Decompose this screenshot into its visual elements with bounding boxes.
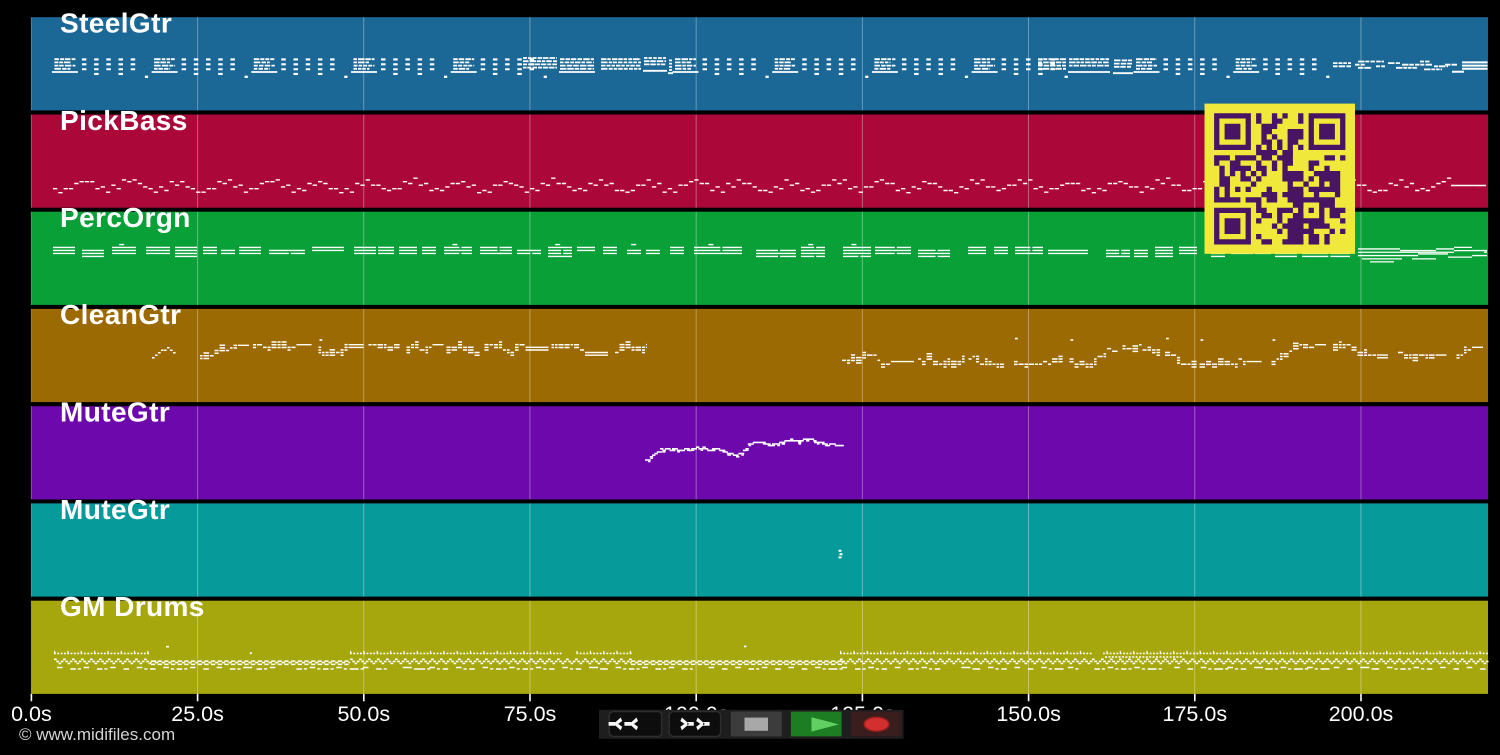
svg-text:© www.midifiles.com: © www.midifiles.com	[19, 725, 175, 744]
svg-text:200.0s: 200.0s	[1329, 702, 1394, 726]
svg-text:25.0s: 25.0s	[171, 702, 224, 726]
svg-text:GM Drums: GM Drums	[60, 591, 205, 622]
svg-text:75.0s: 75.0s	[504, 702, 557, 726]
svg-text:PickBass: PickBass	[60, 105, 188, 136]
svg-text:150.0s: 150.0s	[996, 702, 1061, 726]
svg-text:PercOrgn: PercOrgn	[60, 202, 191, 233]
svg-text:SteelGtr: SteelGtr	[60, 8, 172, 39]
svg-text:CleanGtr: CleanGtr	[60, 299, 181, 330]
svg-text:0.0s: 0.0s	[11, 702, 52, 726]
svg-text:175.0s: 175.0s	[1163, 702, 1228, 726]
svg-text:MuteGtr: MuteGtr	[60, 494, 170, 525]
svg-text:MuteGtr: MuteGtr	[60, 397, 170, 428]
svg-text:50.0s: 50.0s	[337, 702, 390, 726]
